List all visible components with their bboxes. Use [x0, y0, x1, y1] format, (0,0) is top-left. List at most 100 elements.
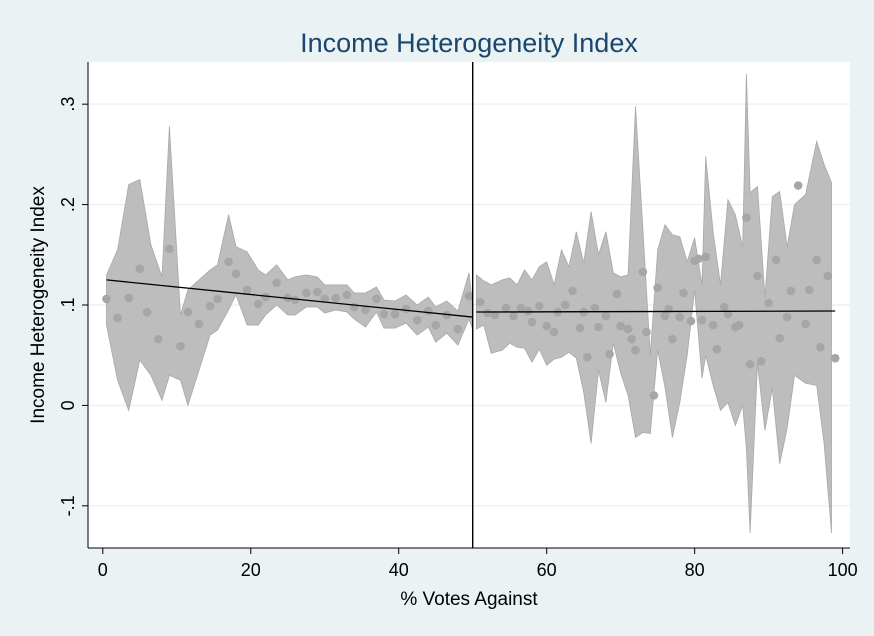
data-point [560, 300, 570, 310]
data-point [708, 320, 718, 330]
data-point [830, 353, 840, 363]
data-point [568, 286, 577, 296]
data-point [549, 327, 559, 337]
data-point [590, 303, 600, 313]
data-point [712, 344, 722, 354]
data-point [113, 313, 122, 323]
data-point [342, 290, 352, 300]
data-point [205, 301, 215, 311]
data-point [805, 285, 814, 295]
data-point [660, 311, 670, 321]
data-point [331, 293, 341, 303]
data-point [372, 294, 381, 304]
data-point [213, 294, 222, 304]
data-point [719, 302, 729, 312]
data-point [686, 316, 696, 326]
data-point [786, 286, 796, 296]
data-point [350, 302, 359, 312]
data-point [361, 305, 370, 315]
data-point [153, 334, 163, 344]
x-axis-label: % Votes Against [400, 589, 538, 610]
data-point [734, 320, 744, 330]
y-axis-label: Income Heterogeneity Index [28, 186, 49, 424]
data-point [183, 307, 193, 317]
x-tick-label: 0 [98, 560, 108, 580]
data-point [412, 315, 422, 325]
chart-title: Income Heterogeneity Index [300, 28, 638, 58]
data-point [742, 213, 751, 222]
data-point [242, 285, 252, 295]
data-point [601, 311, 611, 321]
data-point [490, 310, 500, 320]
data-point [649, 391, 659, 400]
data-point [605, 349, 614, 359]
data-point [320, 294, 330, 304]
data-point [124, 293, 133, 303]
data-point [390, 309, 400, 319]
data-point [301, 288, 311, 298]
data-point [194, 319, 204, 329]
data-point [290, 295, 300, 305]
data-point [793, 181, 803, 190]
data-point [638, 267, 648, 277]
data-point [313, 287, 322, 297]
y-tick-label: .1 [58, 297, 78, 312]
data-point [534, 301, 544, 311]
data-point [516, 303, 526, 313]
data-point [812, 255, 822, 265]
data-point [102, 294, 111, 304]
data-point [668, 334, 677, 344]
data-point [542, 321, 551, 331]
data-point [509, 311, 518, 321]
data-point [176, 341, 185, 351]
data-point [261, 292, 270, 302]
x-tick-label: 80 [685, 560, 705, 580]
data-point [694, 254, 703, 264]
data-point [483, 308, 492, 318]
data-point [627, 334, 637, 344]
data-point [623, 324, 633, 334]
data-point [253, 299, 263, 309]
data-point [679, 288, 688, 298]
x-tick-label: 60 [537, 560, 557, 580]
data-point [379, 309, 389, 319]
data-point [142, 307, 152, 317]
data-point [771, 255, 781, 265]
confidence-band-right [476, 73, 832, 533]
data-point [764, 298, 773, 308]
x-tick-label: 40 [389, 560, 409, 580]
data-point [612, 289, 622, 299]
data-point [697, 315, 707, 325]
data-point [527, 317, 537, 327]
data-point [594, 322, 603, 332]
data-point [616, 321, 625, 331]
data-point [823, 271, 833, 281]
data-point [675, 312, 685, 322]
data-point [775, 333, 785, 343]
data-point [801, 319, 810, 329]
data-point [464, 291, 474, 301]
data-point [523, 306, 533, 316]
data-point [453, 324, 463, 334]
data-point [401, 304, 411, 314]
data-point [224, 257, 233, 267]
data-point [231, 269, 241, 279]
x-tick-label: 20 [241, 560, 261, 580]
y-tick-label: .2 [58, 197, 78, 212]
data-point [501, 303, 511, 313]
y-tick-label: -.1 [58, 495, 78, 516]
data-point [756, 356, 766, 366]
data-point [575, 323, 585, 333]
data-point [135, 264, 145, 274]
data-point [631, 345, 640, 355]
fit-line-left [106, 279, 473, 318]
data-point [816, 342, 825, 352]
y-tick-label: 0 [58, 400, 78, 410]
data-point [424, 306, 433, 316]
data-point [583, 352, 592, 362]
x-tick-label: 100 [828, 560, 858, 580]
fit-line-right [476, 310, 836, 313]
data-point [745, 359, 755, 369]
data-point [753, 271, 762, 281]
data-point [701, 252, 711, 262]
